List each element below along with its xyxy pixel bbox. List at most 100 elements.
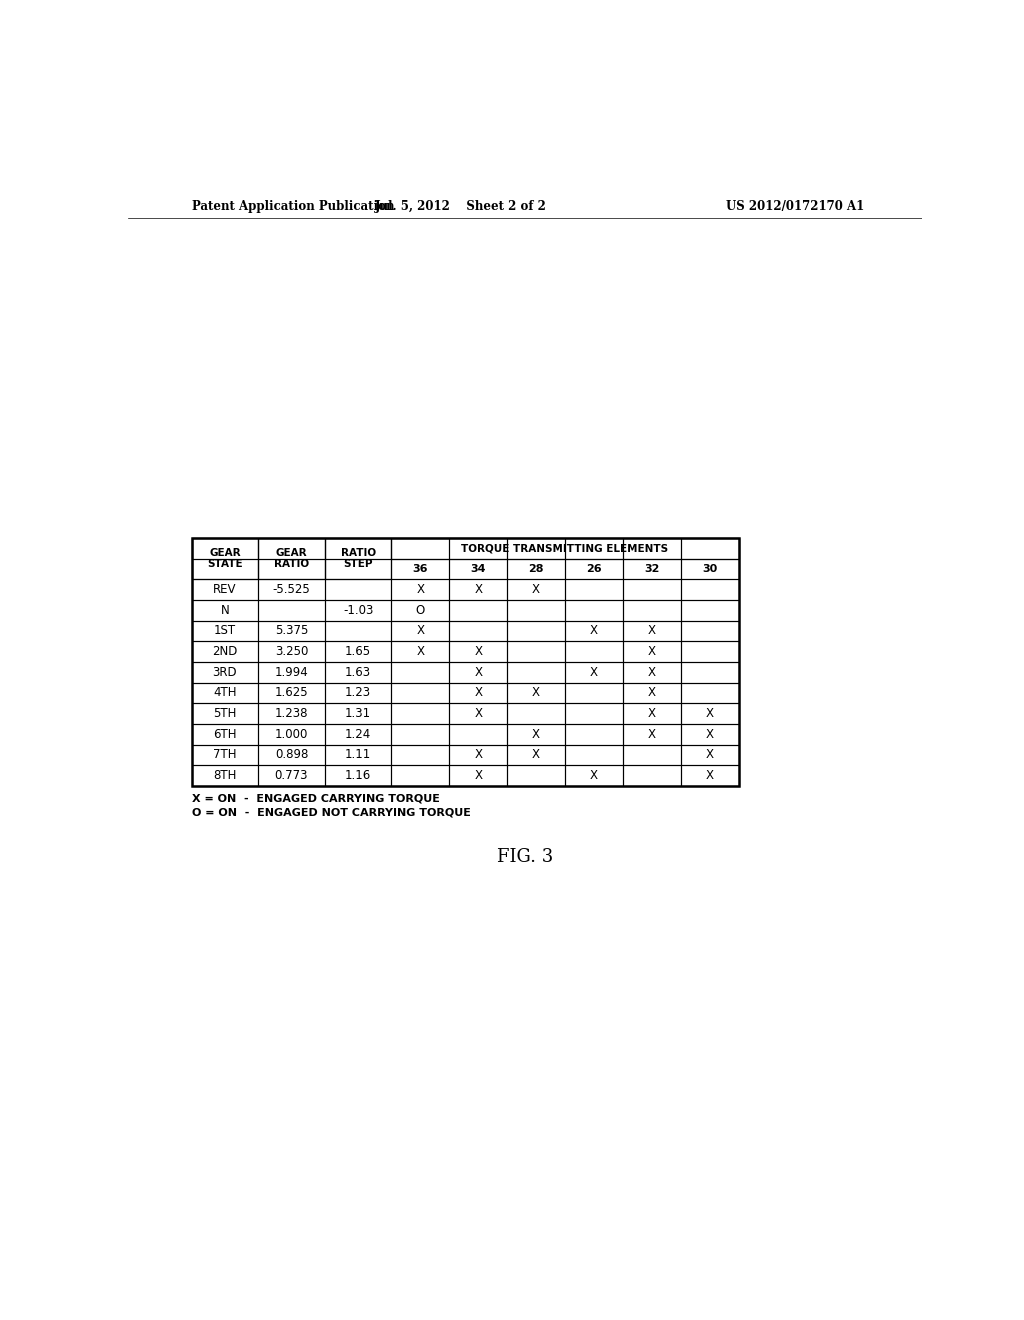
Bar bbox=[507, 682, 565, 704]
Text: X: X bbox=[474, 665, 482, 678]
Bar bbox=[391, 539, 738, 558]
Text: X: X bbox=[648, 624, 656, 638]
Bar bbox=[681, 558, 738, 579]
Bar bbox=[623, 704, 681, 723]
Bar bbox=[565, 723, 623, 744]
Text: X: X bbox=[417, 583, 424, 597]
Bar bbox=[258, 663, 325, 682]
Bar bbox=[681, 682, 738, 704]
Text: X: X bbox=[474, 686, 482, 700]
Bar bbox=[191, 682, 258, 704]
Bar bbox=[681, 704, 738, 723]
Bar bbox=[623, 579, 681, 601]
Bar bbox=[258, 682, 325, 704]
Text: X: X bbox=[532, 686, 540, 700]
Bar bbox=[191, 558, 258, 579]
Bar bbox=[565, 601, 623, 620]
Bar bbox=[325, 539, 391, 579]
Bar bbox=[258, 704, 325, 723]
Bar bbox=[450, 766, 507, 785]
Bar bbox=[325, 723, 391, 744]
Bar bbox=[681, 663, 738, 682]
Bar bbox=[565, 766, 623, 785]
Bar bbox=[507, 539, 565, 558]
Bar bbox=[450, 539, 507, 558]
Bar bbox=[681, 766, 738, 785]
Bar bbox=[325, 682, 391, 704]
Text: 8TH: 8TH bbox=[213, 770, 237, 783]
Text: Jul. 5, 2012    Sheet 2 of 2: Jul. 5, 2012 Sheet 2 of 2 bbox=[376, 199, 547, 213]
Bar bbox=[391, 682, 450, 704]
Bar bbox=[191, 766, 258, 785]
Bar bbox=[325, 663, 391, 682]
Bar bbox=[191, 663, 258, 682]
Text: X: X bbox=[706, 727, 714, 741]
Text: 0.773: 0.773 bbox=[274, 770, 308, 783]
Text: US 2012/0172170 A1: US 2012/0172170 A1 bbox=[726, 199, 864, 213]
Text: 1.000: 1.000 bbox=[274, 727, 308, 741]
Bar bbox=[681, 620, 738, 642]
Bar bbox=[258, 558, 325, 579]
Text: 0.898: 0.898 bbox=[274, 748, 308, 762]
Text: X: X bbox=[648, 686, 656, 700]
Text: 1.625: 1.625 bbox=[274, 686, 308, 700]
Bar bbox=[507, 620, 565, 642]
Text: 1.65: 1.65 bbox=[345, 645, 371, 659]
Text: X: X bbox=[532, 583, 540, 597]
Bar bbox=[258, 539, 325, 579]
Bar bbox=[325, 766, 391, 785]
Text: 5TH: 5TH bbox=[213, 708, 237, 721]
Text: 26: 26 bbox=[586, 564, 602, 574]
Text: X: X bbox=[417, 624, 424, 638]
Bar bbox=[507, 704, 565, 723]
Bar bbox=[391, 539, 450, 558]
Bar bbox=[450, 744, 507, 766]
Bar bbox=[565, 579, 623, 601]
Text: 3.250: 3.250 bbox=[274, 645, 308, 659]
Text: X: X bbox=[706, 708, 714, 721]
Bar bbox=[391, 723, 450, 744]
Bar bbox=[623, 744, 681, 766]
Bar bbox=[623, 601, 681, 620]
Bar bbox=[191, 723, 258, 744]
Bar bbox=[191, 744, 258, 766]
Bar bbox=[191, 601, 258, 620]
Bar bbox=[565, 620, 623, 642]
Bar bbox=[450, 723, 507, 744]
Bar bbox=[623, 663, 681, 682]
Text: 30: 30 bbox=[702, 564, 718, 574]
Bar bbox=[391, 663, 450, 682]
Bar bbox=[258, 620, 325, 642]
Text: 34: 34 bbox=[470, 564, 486, 574]
Bar bbox=[565, 558, 623, 579]
Bar bbox=[623, 682, 681, 704]
Bar bbox=[391, 620, 450, 642]
Bar bbox=[623, 620, 681, 642]
Text: X: X bbox=[532, 748, 540, 762]
Bar bbox=[325, 744, 391, 766]
Text: X: X bbox=[474, 770, 482, 783]
Bar bbox=[325, 579, 391, 601]
Bar bbox=[391, 766, 450, 785]
Bar bbox=[565, 744, 623, 766]
Text: X: X bbox=[648, 708, 656, 721]
Bar bbox=[191, 704, 258, 723]
Text: O = ON  -  ENGAGED NOT CARRYING TORQUE: O = ON - ENGAGED NOT CARRYING TORQUE bbox=[191, 808, 470, 817]
Bar bbox=[507, 744, 565, 766]
Bar bbox=[258, 744, 325, 766]
Text: X: X bbox=[417, 645, 424, 659]
Text: X: X bbox=[590, 665, 598, 678]
Bar bbox=[507, 766, 565, 785]
Bar bbox=[450, 663, 507, 682]
Bar bbox=[681, 539, 738, 558]
Bar bbox=[325, 620, 391, 642]
Bar bbox=[191, 539, 738, 785]
Bar bbox=[450, 579, 507, 601]
Text: FIG. 3: FIG. 3 bbox=[497, 849, 553, 866]
Bar bbox=[623, 766, 681, 785]
Bar bbox=[623, 558, 681, 579]
Text: X: X bbox=[648, 645, 656, 659]
Bar bbox=[191, 579, 258, 601]
Text: TORQUE TRANSMITTING ELEMENTS: TORQUE TRANSMITTING ELEMENTS bbox=[462, 544, 669, 553]
Text: 5.375: 5.375 bbox=[274, 624, 308, 638]
